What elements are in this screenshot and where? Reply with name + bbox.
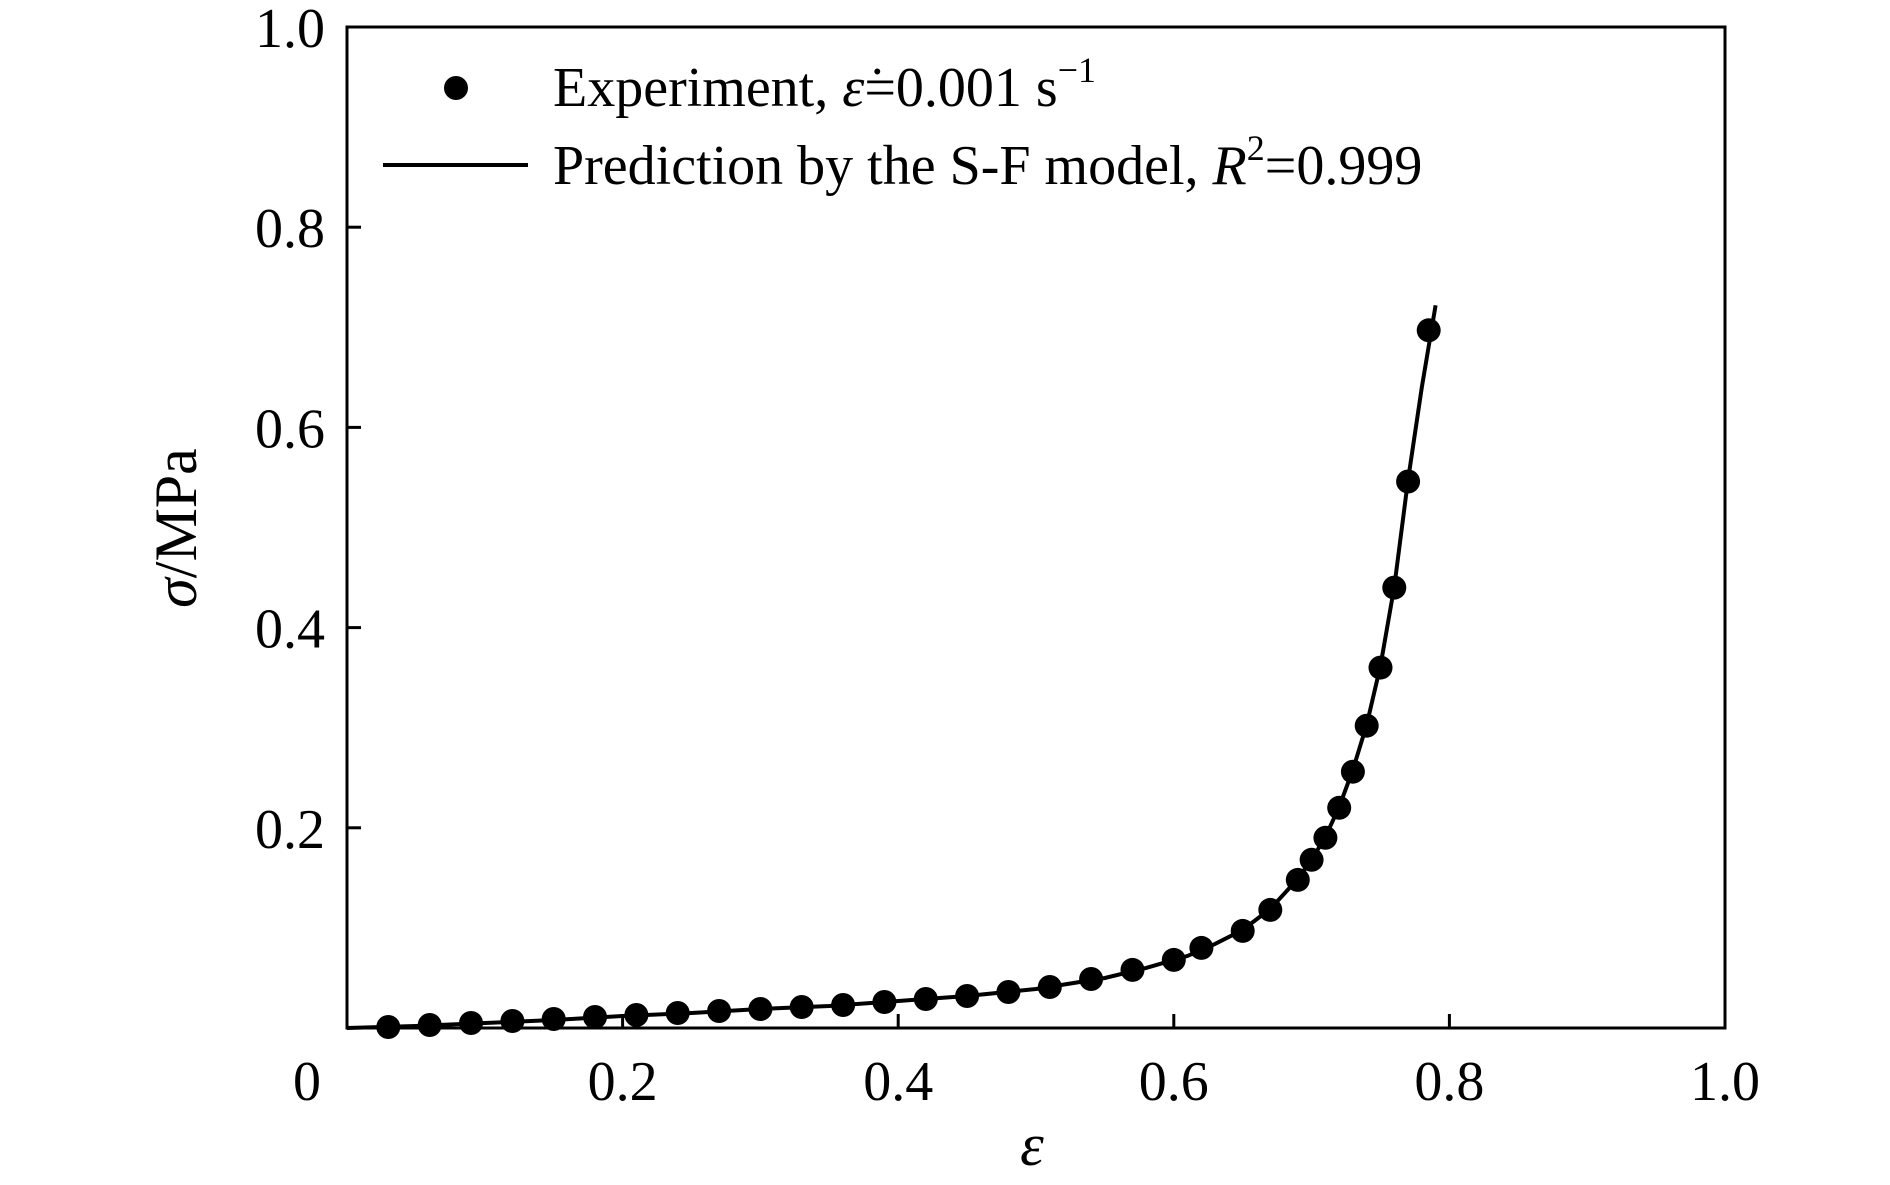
experiment-point-33 (1416, 318, 1441, 343)
experiment-point-8 (665, 1001, 690, 1025)
experiment-point-10 (748, 997, 773, 1021)
y-tick-label-1.0: 1.0 (255, 0, 325, 60)
y-tick-label-0.6: 0.6 (255, 398, 325, 460)
experiment-point-6 (583, 1005, 607, 1029)
experiment-point-9 (707, 999, 732, 1023)
x-tick-label-0.2: 0.2 (588, 1051, 658, 1113)
y-tick-label-0.2: 0.2 (255, 799, 325, 861)
experiment-point-22 (1230, 918, 1255, 943)
experiment-point-15 (955, 984, 980, 1008)
experiment-point-27 (1327, 795, 1352, 820)
x-tick-label-1.0: 1.0 (1690, 1051, 1760, 1113)
legend-experiment-marker (444, 76, 468, 100)
experiment-point-3 (459, 1011, 483, 1035)
experiment-point-31 (1382, 575, 1407, 600)
plot-frame (345, 25, 1727, 1030)
experiment-point-26 (1313, 825, 1338, 850)
legend: Experiment, ε̇=0.001 s−1 Prediction by t… (383, 50, 1422, 197)
experiment-point-30 (1368, 655, 1393, 680)
experiment-point-23 (1258, 897, 1283, 922)
experiment-point-25 (1299, 847, 1324, 872)
y-axis-title: σ/MPa (143, 448, 209, 608)
experiment-point-24 (1285, 867, 1310, 892)
x-tick-label-0: 0 (293, 1051, 321, 1113)
legend-experiment-label: Experiment, ε̇=0.001 s−1 (553, 50, 1096, 119)
x-tick-label-0.6: 0.6 (1139, 1051, 1209, 1113)
experiment-point-11 (789, 995, 814, 1019)
experiment-point-32 (1396, 469, 1421, 494)
experiment-point-5 (541, 1007, 566, 1031)
experiment-point-28 (1340, 759, 1365, 784)
y-tick-label-0.8: 0.8 (255, 198, 325, 260)
experiment-point-12 (831, 993, 856, 1017)
experiment-point-29 (1354, 713, 1379, 738)
legend-prediction-label: Prediction by the S-F model, R2=0.999 (553, 128, 1422, 197)
y-tick-label-0.4: 0.4 (255, 599, 325, 661)
x-tick-label-0.8: 0.8 (1414, 1051, 1484, 1113)
experiment-point-20 (1161, 947, 1186, 972)
experiment-point-2 (417, 1013, 442, 1037)
experiment-point-13 (872, 990, 897, 1014)
experiment-point-18 (1079, 967, 1104, 991)
experiment-point-16 (996, 980, 1021, 1004)
experiment-point-14 (913, 987, 938, 1011)
x-tick-label-0.4: 0.4 (863, 1051, 933, 1113)
experiment-point-17 (1037, 975, 1062, 999)
experiment-point-7 (624, 1003, 649, 1027)
experiment-point-21 (1189, 935, 1214, 960)
experiment-point-19 (1120, 957, 1145, 982)
x-axis-title: ε (1020, 1112, 1044, 1178)
